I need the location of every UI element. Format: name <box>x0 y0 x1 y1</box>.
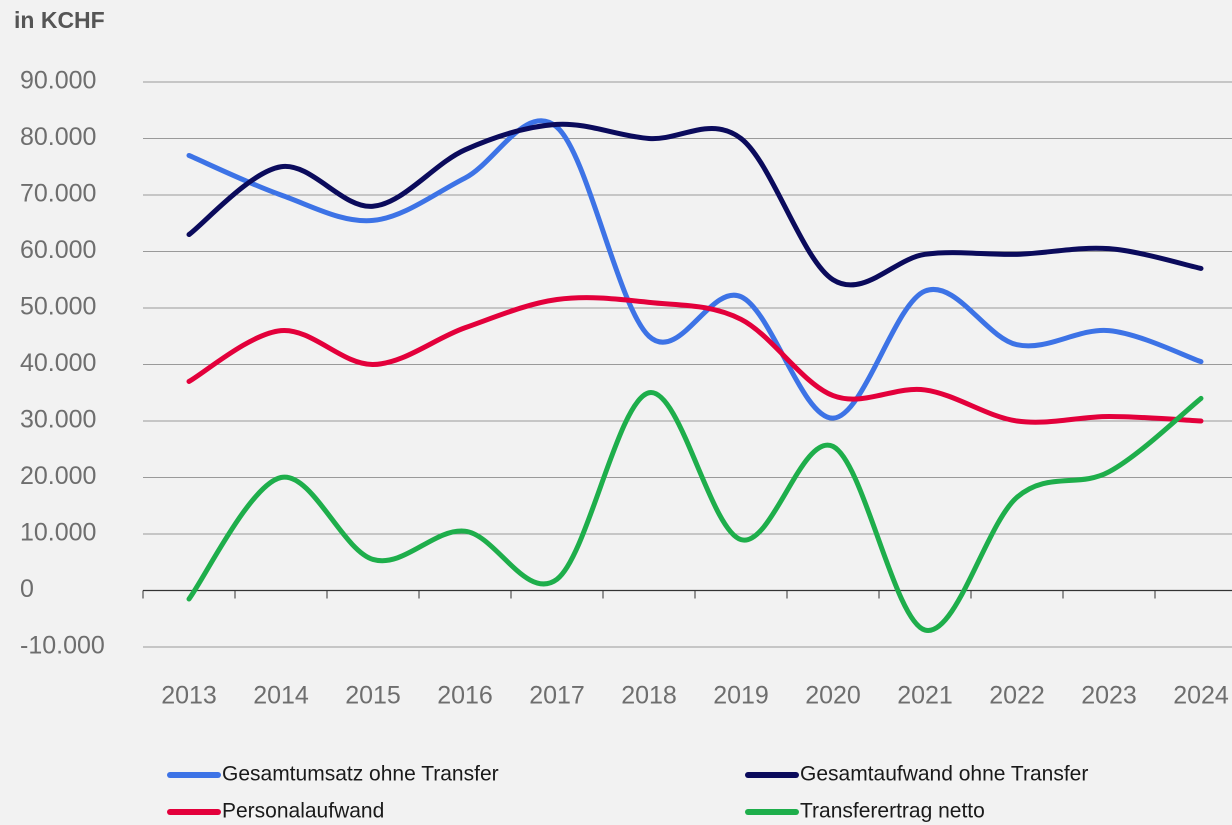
legend-label: Transferertrag netto <box>800 800 985 823</box>
series-line <box>186 121 1204 288</box>
x-tick-label: 2014 <box>253 682 309 710</box>
y-tick-label: 20.000 <box>20 462 96 490</box>
y-tick-label: -10.000 <box>20 632 105 660</box>
x-tick-label: 2020 <box>805 682 861 710</box>
x-tick-label: 2017 <box>529 682 585 710</box>
y-tick-label: 40.000 <box>20 349 96 377</box>
y-tick-label: 10.000 <box>20 519 96 547</box>
series-line <box>186 390 1204 633</box>
legend-label: Gesamtaufwand ohne Transfer <box>800 763 1088 786</box>
x-tick-label: 2016 <box>437 682 493 710</box>
chart-title: in KCHF <box>14 7 105 33</box>
x-tick-label: 2013 <box>161 682 217 710</box>
x-tick-label: 2024 <box>1173 682 1229 710</box>
series-line <box>186 118 1204 421</box>
series-line <box>186 295 1204 425</box>
y-tick-label: 70.000 <box>20 180 96 208</box>
y-tick-label: 80.000 <box>20 123 96 151</box>
x-tick-label: 2018 <box>621 682 677 710</box>
y-tick-label: 30.000 <box>20 406 96 434</box>
x-tick-label: 2015 <box>345 682 401 710</box>
x-tick-label: 2021 <box>897 682 953 710</box>
x-tick-label: 2022 <box>989 682 1045 710</box>
y-tick-label: 60.000 <box>20 236 96 264</box>
legend-label: Personalaufwand <box>222 800 384 823</box>
x-tick-label: 2019 <box>713 682 769 710</box>
y-tick-label: 50.000 <box>20 293 96 321</box>
legend-label: Gesamtumsatz ohne Transfer <box>222 763 499 786</box>
y-tick-label: 0 <box>20 575 34 603</box>
x-tick-label: 2023 <box>1081 682 1137 710</box>
y-tick-label: 90.000 <box>20 67 96 95</box>
